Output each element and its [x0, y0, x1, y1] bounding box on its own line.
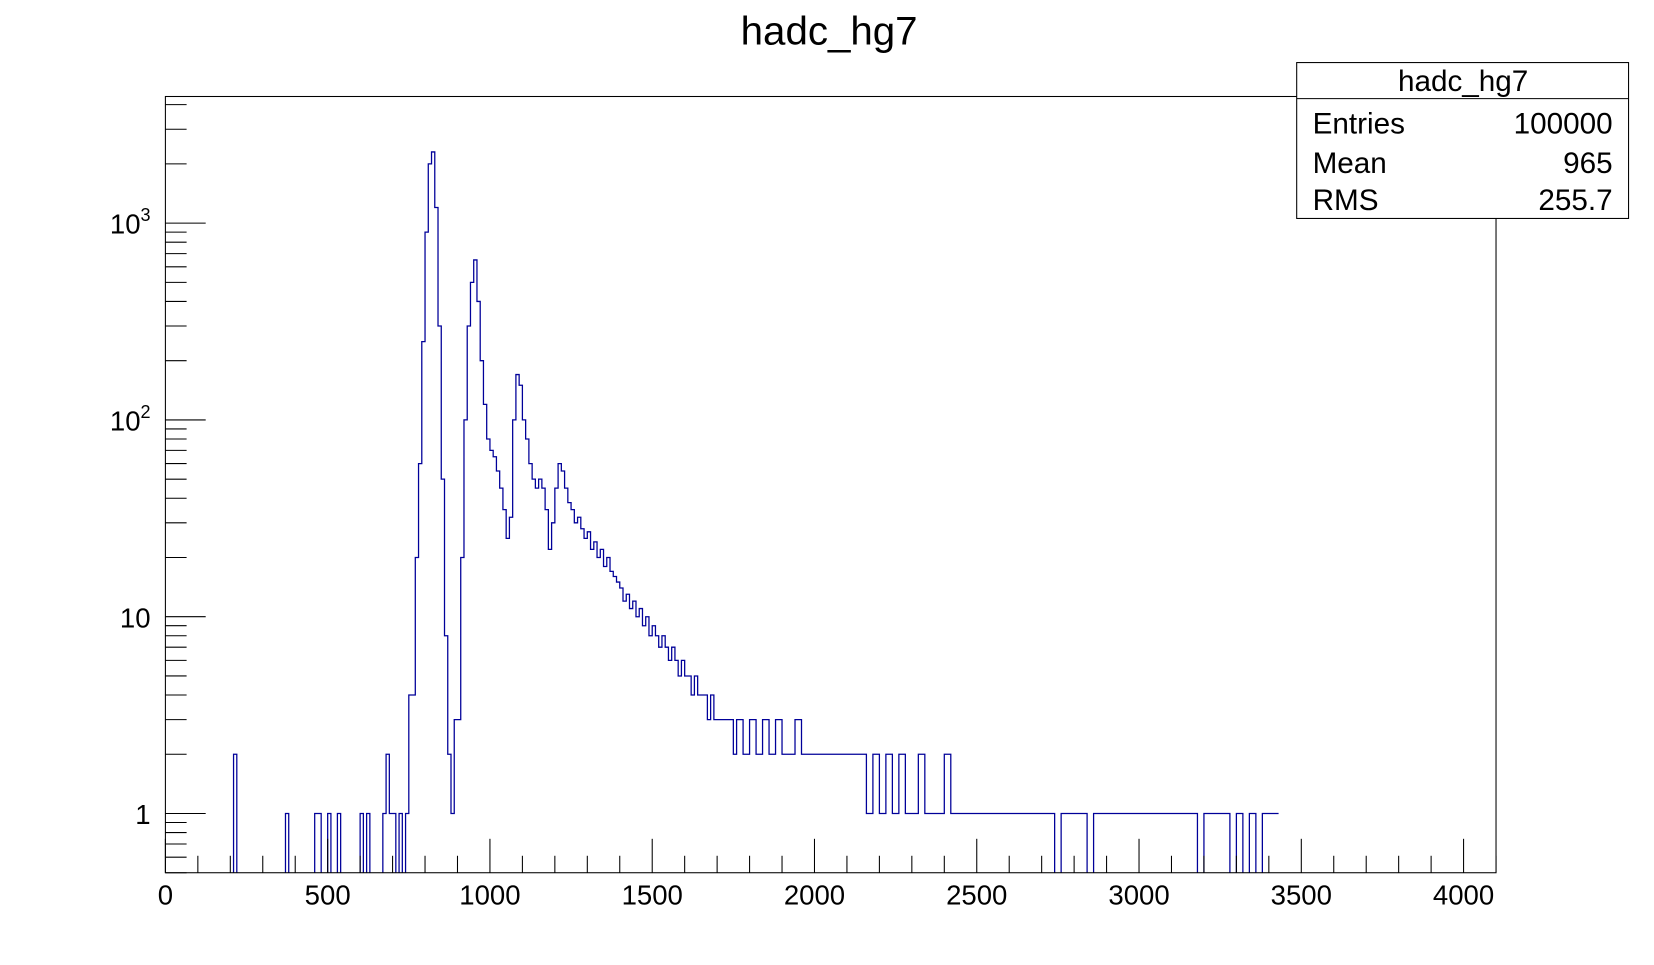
stats-title: hadc_hg7 — [1398, 65, 1528, 98]
stats-value-entries: 100000 — [1514, 108, 1613, 141]
chart-title: hadc_hg7 — [741, 9, 918, 54]
x-tick-label: 3000 — [1108, 880, 1169, 911]
y-tick-base: 1 — [135, 799, 150, 830]
plot-frame — [164, 95, 1497, 874]
stats-label-mean: Mean — [1313, 147, 1387, 180]
stats-box: hadc_hg7 Entries 100000 Mean 965 RMS 255… — [1296, 62, 1630, 219]
stats-value-rms: 255.7 — [1538, 184, 1612, 217]
x-tick-label: 1000 — [459, 880, 520, 911]
y-tick-base: 10 — [120, 602, 151, 633]
x-tick-label: 0 — [158, 880, 173, 911]
y-tick-exponent: 3 — [141, 205, 151, 225]
x-tick-label: 2000 — [784, 880, 845, 911]
stats-value-mean: 965 — [1563, 147, 1613, 180]
x-tick-label: 500 — [305, 880, 351, 911]
stats-label-rms: RMS — [1313, 184, 1379, 217]
y-tick-exponent: 2 — [141, 402, 151, 422]
histogram-line — [232, 151, 1279, 873]
x-tick-label: 2500 — [946, 880, 1007, 911]
stats-label-entries: Entries — [1313, 108, 1405, 141]
histogram-area — [232, 151, 1279, 873]
x-tick-label: 1500 — [622, 880, 683, 911]
x-tick-label: 3500 — [1271, 880, 1332, 911]
x-tick-label: 4000 — [1433, 880, 1494, 911]
y-tick-base: 10 — [110, 209, 141, 240]
y-tick-label: 1 — [135, 799, 150, 830]
y-tick-label: 10 — [120, 602, 151, 633]
y-tick-label: 102 — [110, 402, 151, 437]
stats-box-frame — [1296, 62, 1630, 219]
y-tick-base: 10 — [110, 406, 141, 437]
y-tick-label: 103 — [110, 205, 151, 240]
x-axis: 0 500 1000 1500 2000 2500 3000 3500 4000 — [158, 838, 1497, 911]
